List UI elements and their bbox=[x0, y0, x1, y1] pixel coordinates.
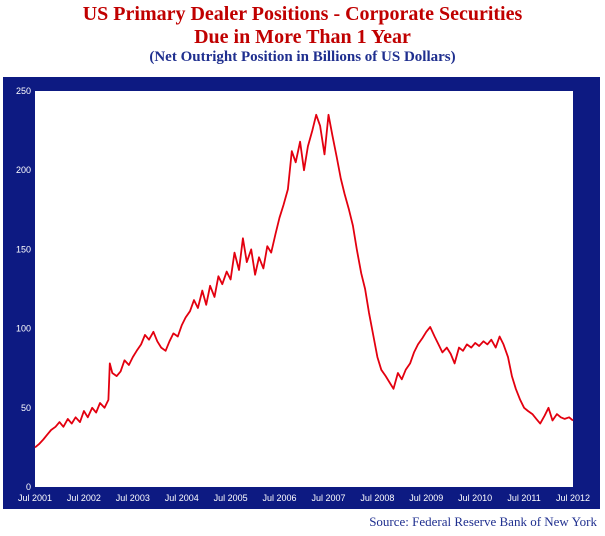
y-tick-label: 50 bbox=[21, 403, 31, 413]
x-tick-label: Jul 2009 bbox=[409, 493, 443, 503]
chart-title-line1: US Primary Dealer Positions - Corporate … bbox=[82, 3, 523, 25]
y-tick-label: 200 bbox=[16, 165, 31, 175]
x-axis: Jul 2001 Jul 2002 Jul 2003 Jul 2004 Jul 2005… bbox=[18, 493, 590, 503]
x-tick-label: Jul 2012 bbox=[556, 493, 590, 503]
x-tick-label: Jul 2001 bbox=[18, 493, 52, 503]
x-tick-label: Jul 2002 bbox=[67, 493, 101, 503]
y-tick-label: 0 bbox=[26, 482, 31, 492]
chart-subtitle: (Net Outright Position in Billions of US… bbox=[149, 49, 456, 65]
x-tick-label: Jul 2011 bbox=[507, 493, 540, 503]
series-line bbox=[34, 113, 574, 449]
x-tick-label: Jul 2005 bbox=[214, 493, 248, 503]
line-chart: 0 50 100 150 200 250 Jul 2001 Jul 2002 Jul 2003… bbox=[16, 86, 590, 503]
x-tick-label: Jul 2007 bbox=[311, 493, 345, 503]
source-note: Source: Federal Reserve Bank of New York bbox=[369, 514, 597, 529]
x-tick-label: Jul 2010 bbox=[458, 493, 492, 503]
x-tick-label: Jul 2008 bbox=[360, 493, 394, 503]
chart-title-line2: Due in More Than 1 Year bbox=[194, 26, 411, 48]
plot-area bbox=[35, 91, 573, 487]
y-axis: 0 50 100 150 200 250 bbox=[16, 86, 31, 492]
x-tick-label: Jul 2003 bbox=[116, 493, 150, 503]
y-tick-label: 150 bbox=[16, 244, 31, 254]
x-tick-label: Jul 2006 bbox=[263, 493, 297, 503]
x-tick-label: Jul 2004 bbox=[165, 493, 199, 503]
y-tick-label: 100 bbox=[16, 324, 31, 334]
chart-frame: 0 50 100 150 200 250 Jul 2001 Jul 2002 Jul 2003… bbox=[3, 77, 600, 509]
y-tick-label: 250 bbox=[16, 86, 31, 96]
